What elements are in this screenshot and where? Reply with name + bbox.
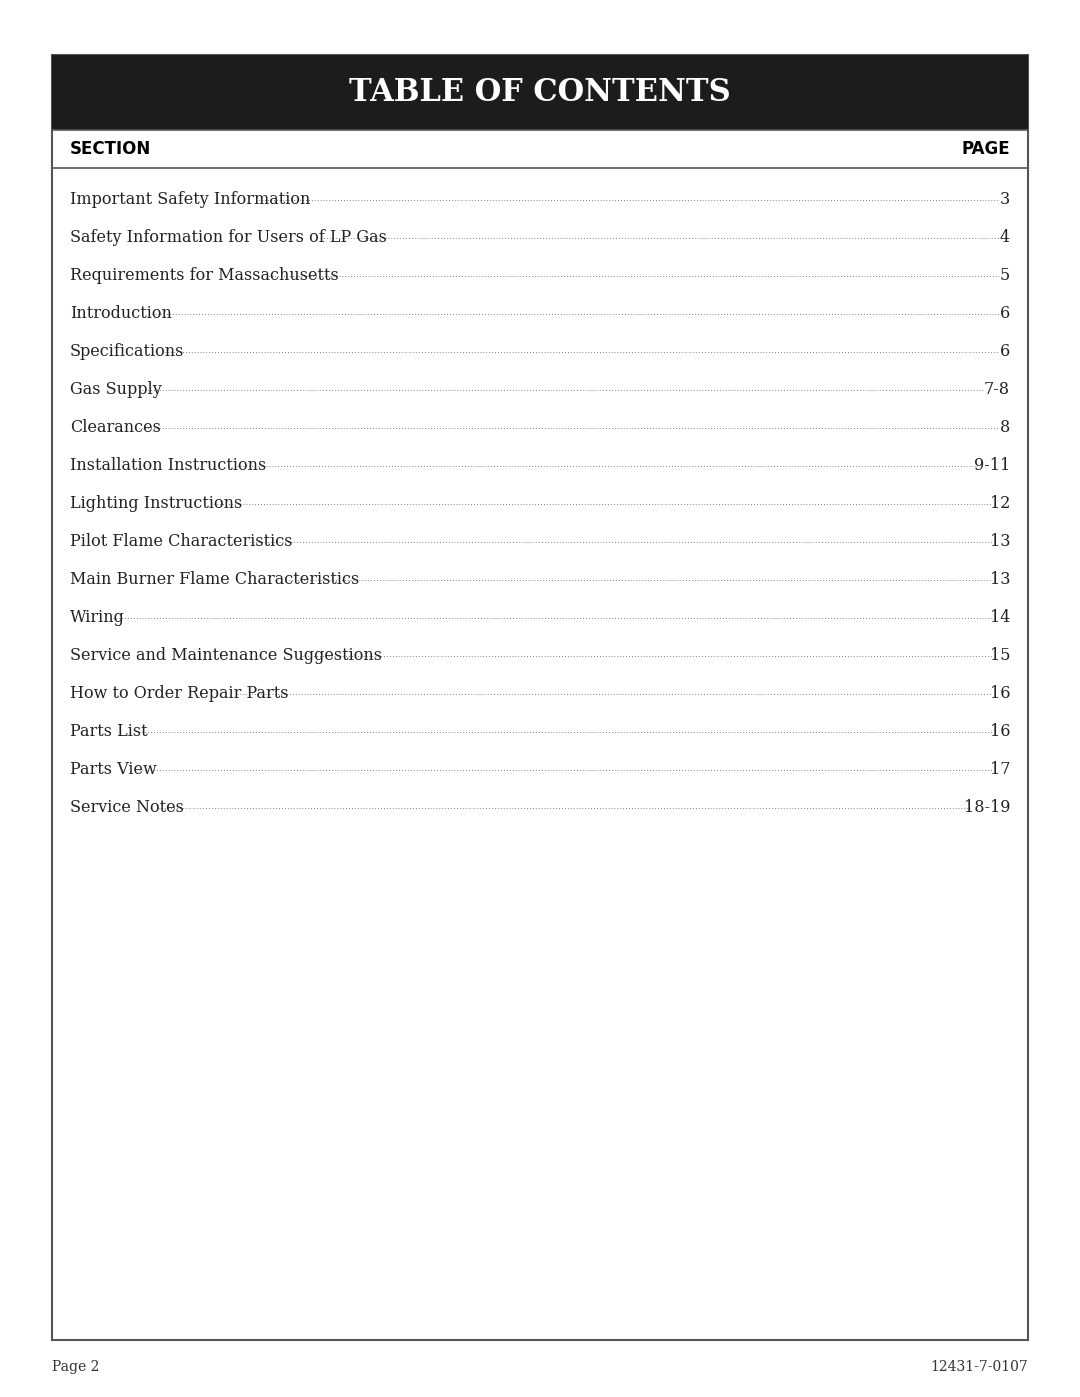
Text: Wiring: Wiring (70, 609, 125, 626)
Text: TABLE OF CONTENTS: TABLE OF CONTENTS (349, 77, 731, 108)
Text: 9-11: 9-11 (974, 457, 1010, 475)
Text: 18-19: 18-19 (963, 799, 1010, 816)
Text: 12: 12 (989, 496, 1010, 513)
Text: Important Safety Information: Important Safety Information (70, 191, 310, 208)
Text: 16: 16 (989, 724, 1010, 740)
Text: Service and Maintenance Suggestions: Service and Maintenance Suggestions (70, 647, 382, 665)
Text: 5: 5 (1000, 267, 1010, 285)
Text: Requirements for Massachusetts: Requirements for Massachusetts (70, 267, 339, 285)
Text: 8: 8 (1000, 419, 1010, 436)
Text: Safety Information for Users of LP Gas: Safety Information for Users of LP Gas (70, 229, 387, 246)
Text: SECTION: SECTION (70, 140, 151, 158)
Text: 17: 17 (989, 761, 1010, 778)
Text: Introduction: Introduction (70, 306, 172, 323)
Text: 6: 6 (1000, 344, 1010, 360)
Text: 3: 3 (1000, 191, 1010, 208)
Text: PAGE: PAGE (961, 140, 1010, 158)
Text: Service Notes: Service Notes (70, 799, 184, 816)
Text: Parts View: Parts View (70, 761, 157, 778)
Text: 12431-7-0107: 12431-7-0107 (930, 1361, 1028, 1375)
Text: 14: 14 (989, 609, 1010, 626)
Text: Page 2: Page 2 (52, 1361, 99, 1375)
Text: 7-8: 7-8 (984, 381, 1010, 398)
Text: Specifications: Specifications (70, 344, 185, 360)
Text: 13: 13 (989, 571, 1010, 588)
Text: Clearances: Clearances (70, 419, 161, 436)
Text: Gas Supply: Gas Supply (70, 381, 162, 398)
Bar (52, 54, 1028, 130)
Text: 6: 6 (1000, 306, 1010, 323)
Text: How to Order Repair Parts: How to Order Repair Parts (70, 686, 288, 703)
Text: Parts List: Parts List (70, 724, 148, 740)
Text: 15: 15 (989, 647, 1010, 665)
Text: Lighting Instructions: Lighting Instructions (70, 496, 242, 513)
Text: 4: 4 (1000, 229, 1010, 246)
Text: 13: 13 (989, 534, 1010, 550)
Text: Pilot Flame Characteristics: Pilot Flame Characteristics (70, 534, 293, 550)
Text: 16: 16 (989, 686, 1010, 703)
Text: Main Burner Flame Characteristics: Main Burner Flame Characteristics (70, 571, 360, 588)
Text: Installation Instructions: Installation Instructions (70, 457, 267, 475)
